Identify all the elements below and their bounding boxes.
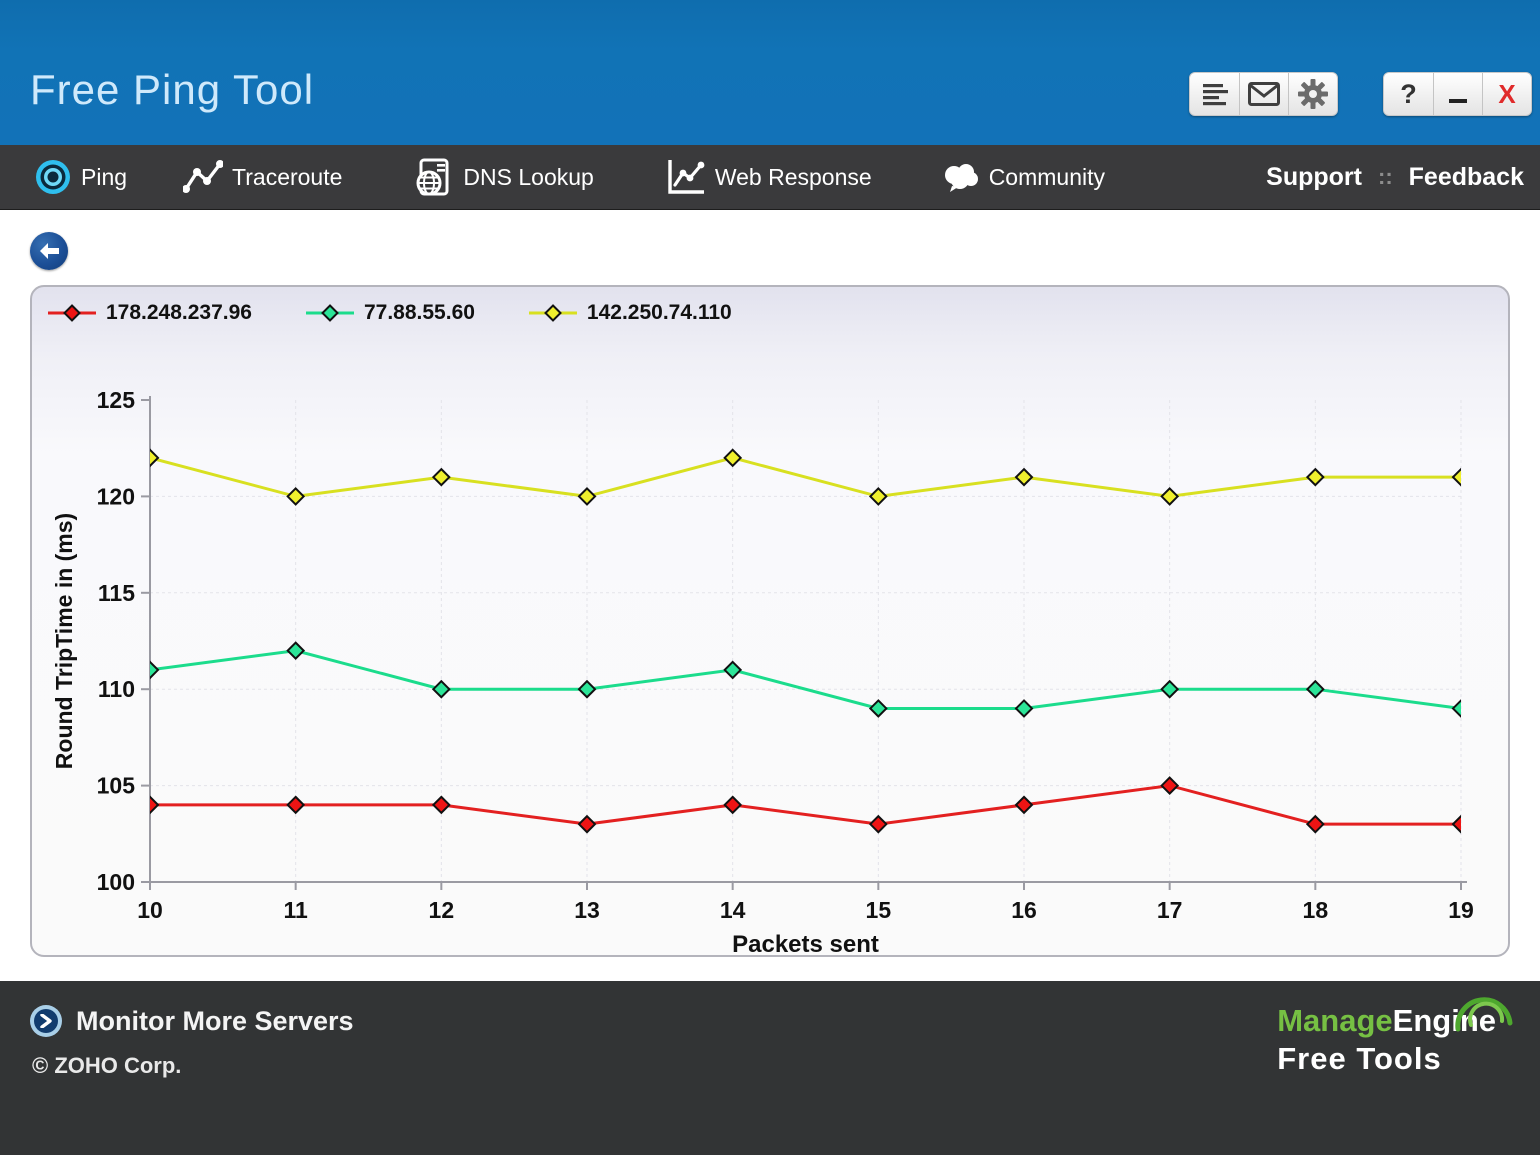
header-toolbar	[1189, 72, 1338, 116]
brand-engine: Engine	[1392, 1003, 1496, 1038]
brand-free-tools: Free Tools	[1277, 1041, 1442, 1076]
footer: Monitor More Servers © ZOHO Corp. Manage…	[0, 981, 1540, 1155]
support-link[interactable]: Support	[1266, 162, 1362, 191]
nav-item-web-response[interactable]: Web Response	[666, 158, 872, 196]
window-controls: ? X	[1383, 72, 1532, 116]
title-bar: Free Ping Tool	[0, 0, 1540, 145]
legend-item: 77.88.55.60	[305, 301, 475, 325]
chart-legend: 178.248.237.96 77.88.55.60 142.250.74.11…	[48, 301, 786, 325]
settings-button[interactable]	[1288, 73, 1337, 115]
legend-item: 178.248.237.96	[48, 301, 252, 325]
legend-label: 142.250.74.110	[586, 301, 732, 324]
svg-text:110: 110	[98, 676, 135, 702]
report-list-button[interactable]	[1190, 73, 1239, 115]
svg-text:16: 16	[1011, 897, 1037, 923]
brand-manage: Manage	[1277, 1003, 1393, 1038]
nav-label-ping: Ping	[81, 163, 128, 190]
svg-text:13: 13	[574, 897, 600, 923]
nav-item-traceroute[interactable]: Traceroute	[183, 160, 342, 194]
manageengine-logo: ManageEngine Free Tools	[1277, 997, 1513, 1077]
svg-text:10: 10	[137, 897, 163, 923]
back-arrow-icon	[40, 243, 59, 259]
monitor-label: Monitor More Servers	[76, 1005, 354, 1036]
mail-button[interactable]	[1239, 73, 1288, 115]
brand-swoosh-icon	[1455, 997, 1513, 1032]
nav-label-dns-lookup: DNS Lookup	[463, 163, 594, 190]
close-icon: X	[1498, 78, 1516, 109]
community-cloud-icon	[944, 164, 978, 192]
svg-text:120: 120	[97, 483, 135, 509]
svg-text:17: 17	[1157, 897, 1183, 923]
copyright-text: © ZOHO Corp.	[32, 1053, 182, 1078]
svg-text:100: 100	[97, 869, 135, 895]
svg-text:Packets sent: Packets sent	[732, 931, 879, 955]
mail-icon	[1248, 82, 1280, 106]
legend-label: 77.88.55.60	[363, 301, 475, 324]
legend-label: 178.248.237.96	[106, 301, 252, 324]
nav-separator: ::	[1378, 164, 1393, 189]
gear-icon	[1298, 79, 1328, 109]
nav-label-traceroute: Traceroute	[232, 163, 343, 190]
minimize-icon	[1449, 99, 1467, 103]
chart-panel: 178.248.237.96 77.88.55.60 142.250.74.11…	[30, 285, 1510, 957]
svg-text:15: 15	[866, 897, 892, 923]
nav-label-web-response: Web Response	[714, 163, 872, 190]
help-button[interactable]: ?	[1384, 73, 1433, 115]
dns-lookup-icon	[416, 158, 449, 196]
nav-right-links: Support :: Feedback	[1266, 163, 1540, 192]
help-icon: ?	[1400, 78, 1417, 109]
svg-text:19: 19	[1448, 897, 1474, 923]
minimize-button[interactable]	[1433, 73, 1482, 115]
ping-chart: 100 105 110 115 120 125 10 11 12 13 14 15 16 17 18 19 Pa…	[51, 387, 1474, 955]
legend-marker-yellow	[528, 304, 577, 322]
close-button[interactable]: X	[1482, 73, 1531, 115]
ping-target-icon	[36, 160, 70, 194]
svg-text:105: 105	[97, 773, 136, 799]
nav-item-community[interactable]: Community	[942, 162, 1105, 192]
svg-text:14: 14	[720, 897, 746, 923]
web-response-icon	[668, 160, 705, 194]
svg-text:Round TripTime in (ms): Round TripTime in (ms)	[51, 513, 77, 769]
main-content: 178.248.237.96 77.88.55.60 142.250.74.11…	[0, 210, 1540, 981]
feedback-link[interactable]: Feedback	[1408, 162, 1524, 191]
navbar: Ping Traceroute DNS Lookup	[0, 145, 1540, 210]
legend-item: 142.250.74.110	[528, 301, 732, 325]
report-list-icon	[1202, 84, 1228, 106]
traceroute-path-icon	[183, 160, 224, 193]
svg-text:12: 12	[429, 897, 455, 923]
nav-item-ping[interactable]: Ping	[34, 158, 127, 196]
app-title: Free Ping Tool	[30, 66, 315, 113]
nav-label-community: Community	[988, 163, 1105, 190]
svg-text:18: 18	[1303, 897, 1329, 923]
back-button[interactable]	[30, 232, 68, 270]
legend-marker-red	[48, 304, 96, 322]
nav-item-dns-lookup[interactable]: DNS Lookup	[414, 158, 594, 196]
chevron-right-glyph	[40, 1014, 52, 1028]
chevron-right-circle-icon	[30, 1005, 62, 1037]
svg-text:125: 125	[97, 387, 136, 413]
monitor-more-servers-link[interactable]: Monitor More Servers	[30, 1005, 354, 1037]
svg-text:115: 115	[98, 580, 135, 606]
legend-marker-green	[305, 304, 354, 322]
svg-text:11: 11	[284, 897, 309, 923]
